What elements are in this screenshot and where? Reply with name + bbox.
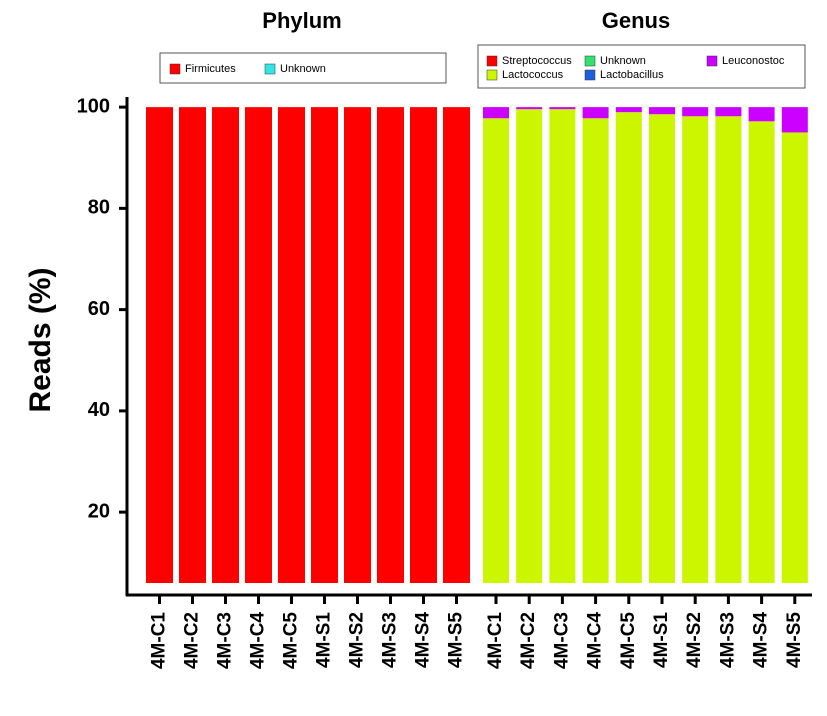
x-tick-label: 4M-C5 <box>618 612 639 669</box>
panel-title: Genus <box>602 8 670 33</box>
bar-segment <box>781 107 808 133</box>
x-tick-label: 4M-S2 <box>684 612 705 668</box>
bar-segment <box>615 107 642 113</box>
bar-segment <box>146 107 173 583</box>
x-tick-label: 4M-C4 <box>585 612 606 669</box>
x-tick-label: 4M-C2 <box>518 612 539 669</box>
panel-title: Phylum <box>262 8 341 33</box>
bar-segment <box>715 107 742 117</box>
bar-segment <box>179 107 206 583</box>
bar-segment <box>410 107 437 583</box>
bar-segment <box>516 109 543 583</box>
bar-segment <box>443 107 470 583</box>
legend-label: Leuconostoc <box>722 55 785 67</box>
y-axis-label: Reads (%) <box>24 267 57 412</box>
bar-segment <box>549 109 576 583</box>
bar-segment <box>344 107 371 583</box>
legend-label: Streptococcus <box>502 55 572 67</box>
y-tick-label: 20 <box>88 500 110 522</box>
bar-segment <box>748 121 775 583</box>
legend-box <box>477 44 806 89</box>
legend-swatch <box>486 69 498 81</box>
x-tick-label: 4M-C3 <box>215 612 236 669</box>
bar-segment <box>682 107 709 117</box>
bar-segment <box>582 118 609 583</box>
bar-segment <box>649 114 675 583</box>
x-tick-label: 4M-S1 <box>314 612 335 668</box>
bar-segment <box>682 116 709 583</box>
bar-segment <box>278 107 305 583</box>
x-tick-label: 4M-S4 <box>751 612 772 668</box>
legend-swatch <box>584 55 596 67</box>
bar-segment <box>615 112 642 583</box>
x-tick-label: 4M-S3 <box>717 612 738 668</box>
x-tick-label: 4M-S5 <box>446 612 467 668</box>
x-tick-label: 4M-C1 <box>149 612 170 669</box>
bar-segment <box>549 107 576 110</box>
bar-segment <box>649 107 675 115</box>
y-tick-label: 100 <box>77 95 110 117</box>
legend-swatch <box>169 63 181 75</box>
y-tick-label: 60 <box>88 298 110 320</box>
bar-segment <box>245 107 272 583</box>
x-tick-label: 4M-S4 <box>413 612 434 668</box>
bar-segment <box>377 107 404 583</box>
x-tick-label: 4M-S1 <box>651 612 672 668</box>
legend-swatch <box>264 63 276 75</box>
legend-label: Unknown <box>280 63 326 75</box>
bar-segment <box>715 116 742 583</box>
x-tick-label: 4M-C4 <box>248 612 269 669</box>
legend-label: Lactobacillus <box>600 69 664 81</box>
x-tick-label: 4M-C2 <box>182 612 203 669</box>
bar-segment <box>311 107 338 583</box>
legend-swatch <box>486 55 498 67</box>
bar-segment <box>212 107 239 583</box>
legend-label: Lactococcus <box>502 69 564 81</box>
bar-segment <box>483 107 509 119</box>
bar-segment <box>781 132 808 583</box>
bar-segment <box>516 107 543 110</box>
y-tick-label: 80 <box>88 197 110 219</box>
legend-swatch <box>584 69 596 81</box>
legend-box <box>159 52 447 84</box>
x-tick-label: 4M-C3 <box>551 612 572 669</box>
bar-segment <box>483 118 509 583</box>
bar-segment <box>582 107 609 119</box>
legend-swatch <box>706 55 718 67</box>
x-tick-label: 4M-S3 <box>380 612 401 668</box>
bar-segment <box>748 107 775 122</box>
legend-label: Unknown <box>600 55 646 67</box>
plot-area <box>146 107 808 583</box>
x-tick-label: 4M-S5 <box>784 612 805 668</box>
legend-label: Firmicutes <box>185 63 236 75</box>
x-tick-label: 4M-S2 <box>347 612 368 668</box>
y-tick-label: 40 <box>88 399 110 421</box>
x-tick-label: 4M-C5 <box>281 612 302 669</box>
x-tick-label: 4M-C1 <box>485 612 506 669</box>
